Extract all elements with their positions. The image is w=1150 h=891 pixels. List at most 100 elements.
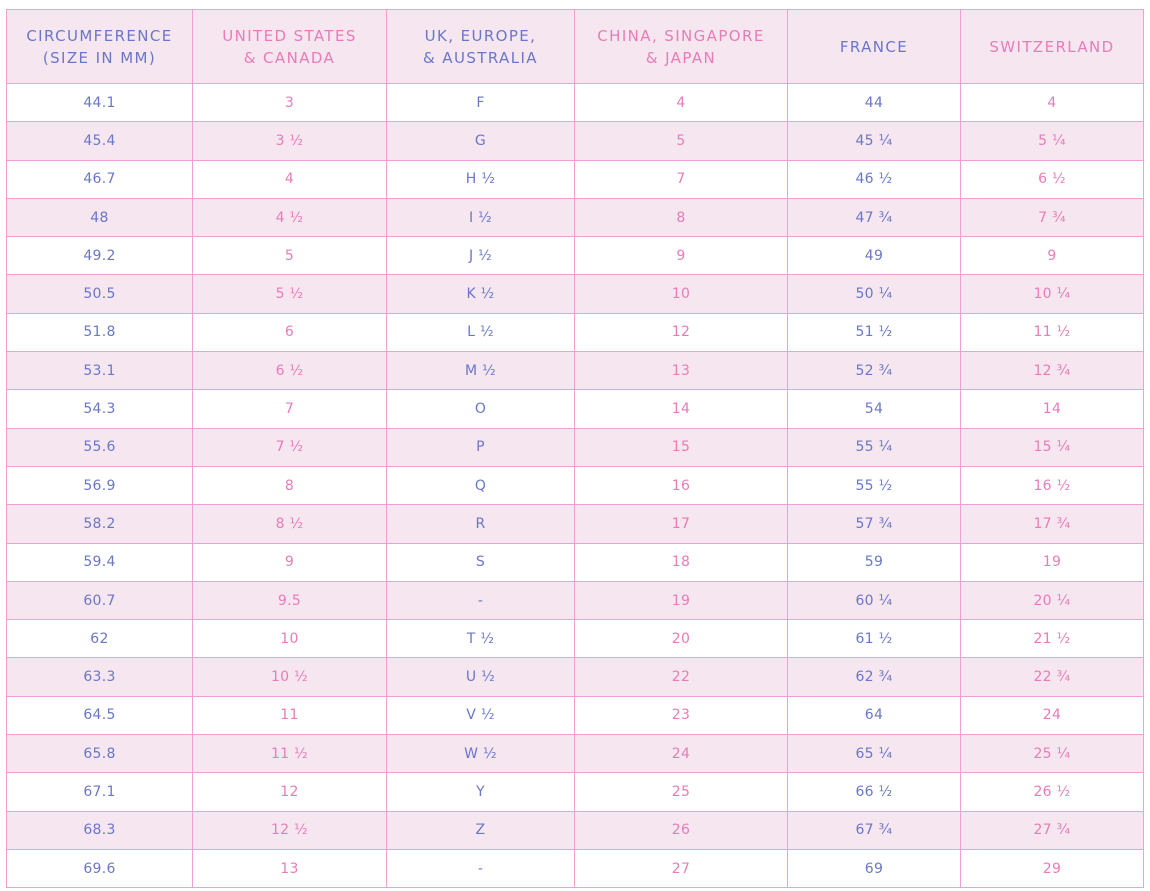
header-circumference: CIRCUMFERENCE (SIZE IN MM) [6, 9, 193, 84]
cell-uk-europe-australia: G [386, 121, 575, 161]
cell-circumference: 48 [6, 197, 193, 238]
ring-size-table: CIRCUMFERENCE (SIZE IN MM) UNITED STATES… [6, 9, 1144, 889]
cell-china-singapore-japan: 13 [574, 351, 788, 391]
cell-uk-europe-australia: W ½ [386, 734, 575, 774]
cell-france: 65 ¼ [787, 734, 961, 774]
cell-switzerland: 26 ½ [960, 772, 1144, 812]
cell-france: 52 ¾ [787, 351, 961, 391]
cell-switzerland: 24 [960, 695, 1144, 736]
cell-switzerland: 27 ¾ [960, 810, 1144, 850]
cell-uk-europe-australia: M ½ [386, 351, 575, 391]
table-row: 58.2 8 ½ R 17 57 ¾ 17 ¾ [6, 504, 1144, 544]
cell-uk-europe-australia: L ½ [386, 312, 575, 353]
cell-uk-europe-australia: Z [386, 810, 575, 850]
cell-circumference: 44.1 [6, 82, 193, 123]
cell-switzerland: 9 [960, 236, 1144, 276]
table-row: 55.6 7 ½ P 15 55 ¼ 15 ¼ [6, 427, 1144, 467]
cell-china-singapore-japan: 4 [574, 82, 788, 123]
cell-china-singapore-japan: 14 [574, 389, 788, 429]
cell-switzerland: 22 ¾ [960, 657, 1144, 697]
cell-france: 69 [787, 848, 961, 889]
cell-us-canada: 5 [192, 236, 387, 276]
cell-china-singapore-japan: 7 [574, 159, 788, 199]
table-row: 62 10 T ½ 20 61 ½ 21 ½ [6, 619, 1144, 659]
cell-france: 47 ¾ [787, 197, 961, 238]
cell-uk-europe-australia: I ½ [386, 197, 575, 238]
cell-uk-europe-australia: V ½ [386, 695, 575, 736]
table-row: 60.7 9.5-19 60 ¼ 20 ¼ [6, 580, 1144, 621]
cell-uk-europe-australia: F [386, 82, 575, 123]
cell-circumference: 55.6 [6, 427, 193, 467]
cell-france: 51 ½ [787, 312, 961, 353]
cell-us-canada: 8 ½ [192, 504, 387, 544]
cell-us-canada: 3 [192, 82, 387, 123]
cell-switzerland: 29 [960, 848, 1144, 889]
header-uk-europe-australia: UK, EUROPE, & AUSTRALIA [386, 9, 575, 84]
cell-uk-europe-australia: - [386, 848, 575, 889]
cell-us-canada: 6 ½ [192, 351, 387, 391]
cell-circumference: 53.1 [6, 351, 193, 391]
header-row: CIRCUMFERENCE (SIZE IN MM) UNITED STATES… [6, 9, 1144, 84]
cell-circumference: 58.2 [6, 504, 193, 544]
cell-china-singapore-japan: 22 [574, 657, 788, 697]
cell-circumference: 46.7 [6, 159, 193, 199]
cell-france: 64 [787, 695, 961, 736]
cell-circumference: 69.6 [6, 848, 193, 889]
cell-switzerland: 6 ½ [960, 159, 1144, 199]
cell-circumference: 51.8 [6, 312, 193, 353]
cell-us-canada: 7 [192, 389, 387, 429]
cell-uk-europe-australia: U ½ [386, 657, 575, 697]
cell-uk-europe-australia: O [386, 389, 575, 429]
cell-china-singapore-japan: 23 [574, 695, 788, 736]
table-row: 59.4 9 S 18 59 19 [6, 542, 1144, 582]
cell-us-canada: 11 [192, 695, 387, 736]
cell-circumference: 65.8 [6, 734, 193, 774]
cell-switzerland: 11 ½ [960, 312, 1144, 353]
cell-switzerland: 19 [960, 542, 1144, 582]
cell-china-singapore-japan: 19 [574, 580, 788, 621]
cell-us-canada: 10 [192, 619, 387, 659]
cell-switzerland: 20 ¼ [960, 580, 1144, 621]
cell-uk-europe-australia: K ½ [386, 274, 575, 314]
cell-uk-europe-australia: Y [386, 772, 575, 812]
cell-us-canada: 7 ½ [192, 427, 387, 467]
cell-us-canada: 12 ½ [192, 810, 387, 850]
cell-switzerland: 7 ¾ [960, 197, 1144, 238]
cell-uk-europe-australia: J ½ [386, 236, 575, 276]
cell-us-canada: 6 [192, 312, 387, 353]
cell-france: 67 ¾ [787, 810, 961, 850]
cell-circumference: 64.5 [6, 695, 193, 736]
cell-france: 62 ¾ [787, 657, 961, 697]
cell-uk-europe-australia: Q [386, 465, 575, 506]
cell-us-canada: 11 ½ [192, 734, 387, 774]
cell-uk-europe-australia: S [386, 542, 575, 582]
cell-china-singapore-japan: 17 [574, 504, 788, 544]
cell-uk-europe-australia: T ½ [386, 619, 575, 659]
table-row: 54.3 7 O 14 54 14 [6, 389, 1144, 429]
cell-circumference: 54.3 [6, 389, 193, 429]
header-united-states-canada: UNITED STATES & CANADA [192, 9, 387, 84]
table-row: 49.2 5 J ½ 9 49 9 [6, 236, 1144, 276]
cell-china-singapore-japan: 25 [574, 772, 788, 812]
cell-switzerland: 25 ¼ [960, 734, 1144, 774]
cell-switzerland: 17 ¾ [960, 504, 1144, 544]
cell-us-canada: 4 ½ [192, 197, 387, 238]
header-france: FRANCE [787, 9, 961, 84]
cell-switzerland: 21 ½ [960, 619, 1144, 659]
cell-china-singapore-japan: 5 [574, 121, 788, 161]
cell-france: 66 ½ [787, 772, 961, 812]
cell-china-singapore-japan: 15 [574, 427, 788, 467]
cell-us-canada: 4 [192, 159, 387, 199]
cell-uk-europe-australia: H ½ [386, 159, 575, 199]
cell-china-singapore-japan: 26 [574, 810, 788, 850]
cell-circumference: 45.4 [6, 121, 193, 161]
cell-circumference: 49.2 [6, 236, 193, 276]
cell-circumference: 59.4 [6, 542, 193, 582]
cell-uk-europe-australia: R [386, 504, 575, 544]
cell-us-canada: 3 ½ [192, 121, 387, 161]
table-row: 68.3 12 ½ Z 26 67 ¾ 27 ¾ [6, 810, 1144, 850]
